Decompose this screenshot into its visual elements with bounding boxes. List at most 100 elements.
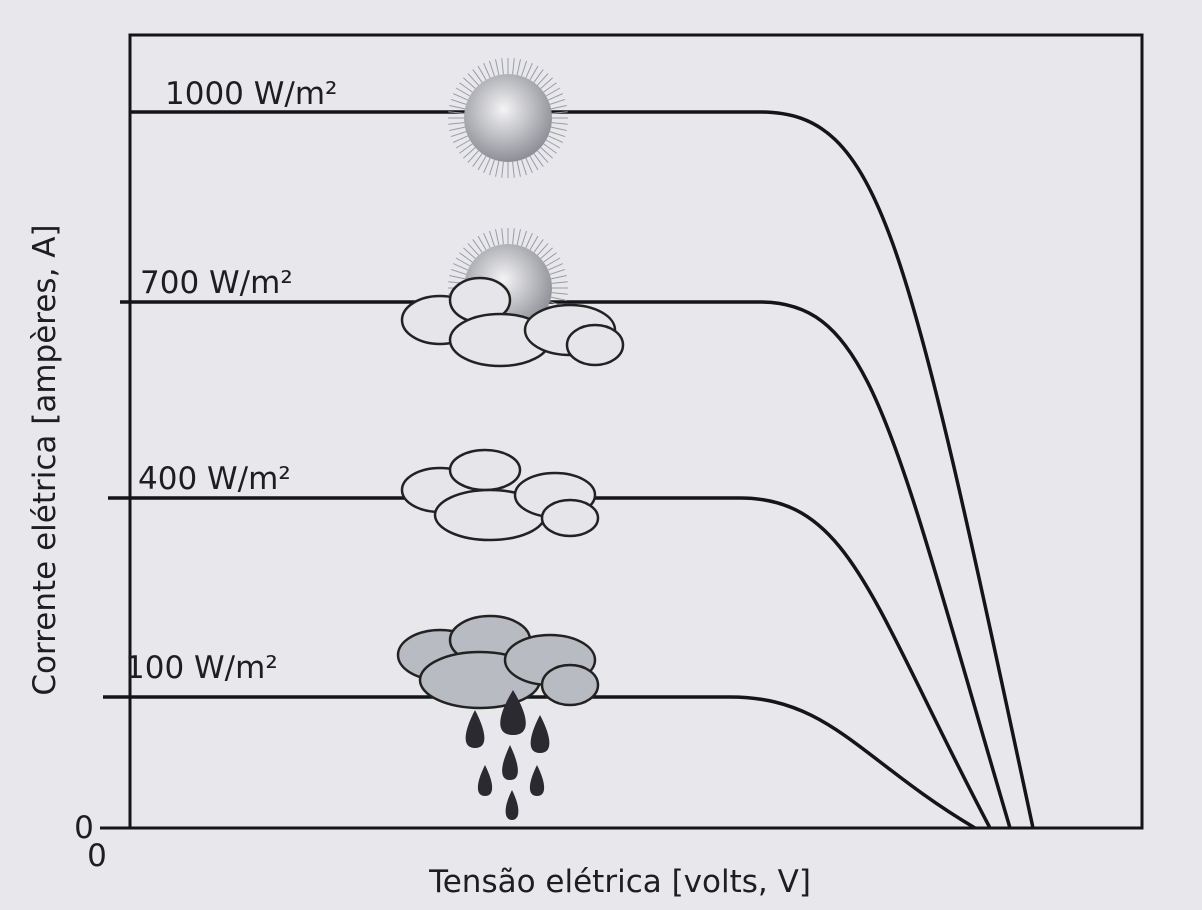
sun-ray (459, 143, 473, 154)
x-origin-label: 0 (87, 838, 107, 874)
sun-ray (455, 87, 471, 97)
sun-ray (540, 147, 553, 159)
sun-ray (450, 131, 467, 138)
sun-ray (545, 139, 561, 149)
cloud-icon (396, 614, 600, 710)
sun-ray (483, 157, 491, 174)
sun-ray (550, 105, 567, 110)
sun-ray (488, 230, 495, 247)
sun-ray (521, 230, 528, 247)
sun-ray (483, 62, 491, 79)
sun-ray (521, 159, 528, 176)
sun-ray (495, 160, 500, 177)
sun-ray (525, 157, 533, 174)
sun-ray (467, 73, 479, 86)
sun-ray (501, 58, 504, 75)
curve (120, 300, 1012, 829)
sun-ray (472, 153, 483, 167)
sun-ray (549, 131, 566, 138)
sun-ray (477, 65, 487, 81)
sun-ray (547, 263, 564, 271)
sun-ray (459, 252, 473, 263)
sun-ray (529, 155, 539, 171)
sun-ray (549, 268, 566, 275)
sun-ray (537, 243, 549, 256)
curve (130, 110, 1035, 829)
sun-ray (537, 150, 549, 163)
sun-ray (488, 60, 495, 77)
sun-ray (533, 69, 544, 83)
sun-ray (543, 143, 557, 154)
sun-ray (488, 159, 495, 176)
sun-ray (450, 268, 467, 275)
sun-ray (543, 82, 557, 93)
sun-ray (459, 82, 473, 93)
sun-ray (455, 257, 471, 267)
sun-ray (477, 155, 487, 171)
sun-ray (551, 122, 568, 125)
sun-ray (551, 292, 568, 295)
sun-ray (477, 235, 487, 251)
sun-ray (512, 228, 515, 245)
curve-label: 400 W/m² (138, 461, 291, 497)
sun-ray (452, 93, 469, 101)
sun-ray (529, 235, 539, 251)
y-axis-label: Corrente elétrica [ampères, A] (27, 224, 63, 695)
sun-ray (512, 58, 515, 75)
cloud-icon (400, 448, 600, 542)
y-origin-label: 0 (74, 810, 94, 846)
cloud-icon (400, 276, 625, 368)
curve-label: 700 W/m² (140, 265, 293, 301)
sun-ray (495, 229, 500, 246)
curve-label: 1000 W/m² (165, 76, 337, 112)
sun-ray (449, 275, 466, 280)
sun-ray (463, 147, 476, 159)
sun-ray (448, 122, 465, 125)
sun-ray (545, 87, 561, 97)
sun-ray (550, 275, 567, 280)
curve-label: 100 W/m² (125, 650, 278, 686)
sun-ray (501, 228, 504, 245)
sun-ray (512, 161, 515, 178)
sun-ray (545, 257, 561, 267)
curve (108, 496, 992, 829)
sun-ray (529, 65, 539, 81)
sun-ray (533, 239, 544, 253)
sun-ray (448, 111, 465, 114)
sun-ray (516, 160, 521, 177)
sun-ray (450, 98, 467, 105)
sun-ray (547, 135, 564, 143)
sun-icon (448, 58, 568, 178)
sun-ray (551, 281, 568, 284)
sun-ray (550, 296, 567, 301)
sun-ray (472, 239, 483, 253)
plot-frame (128, 33, 1144, 830)
sun-ray (467, 150, 479, 163)
sun-ray (550, 126, 567, 131)
sun-ray (472, 69, 483, 83)
sun-disc (464, 74, 552, 162)
sun-ray (495, 59, 500, 76)
sun-ray (463, 247, 476, 259)
sun-ray (525, 62, 533, 79)
sun-ray (449, 105, 466, 110)
sun-ray (483, 232, 491, 249)
sun-ray (516, 229, 521, 246)
sun-ray (537, 73, 549, 86)
sun-ray (501, 161, 504, 178)
curve-labels: 1000 W/m² 700 W/m² 400 W/m² 100 W/m² (125, 76, 337, 686)
sun-ray (467, 243, 479, 256)
sun-ray (449, 126, 466, 131)
curve (103, 695, 976, 830)
sun-ray (455, 139, 471, 149)
sun-ray (540, 247, 553, 259)
sun-ray (549, 98, 566, 105)
sun-ray (516, 59, 521, 76)
sun-ray (547, 93, 564, 101)
sun-ray (521, 60, 528, 77)
sun-ray (540, 77, 553, 89)
sun-ray (452, 263, 469, 271)
rain-icon (465, 690, 550, 820)
sun-ray (463, 77, 476, 89)
